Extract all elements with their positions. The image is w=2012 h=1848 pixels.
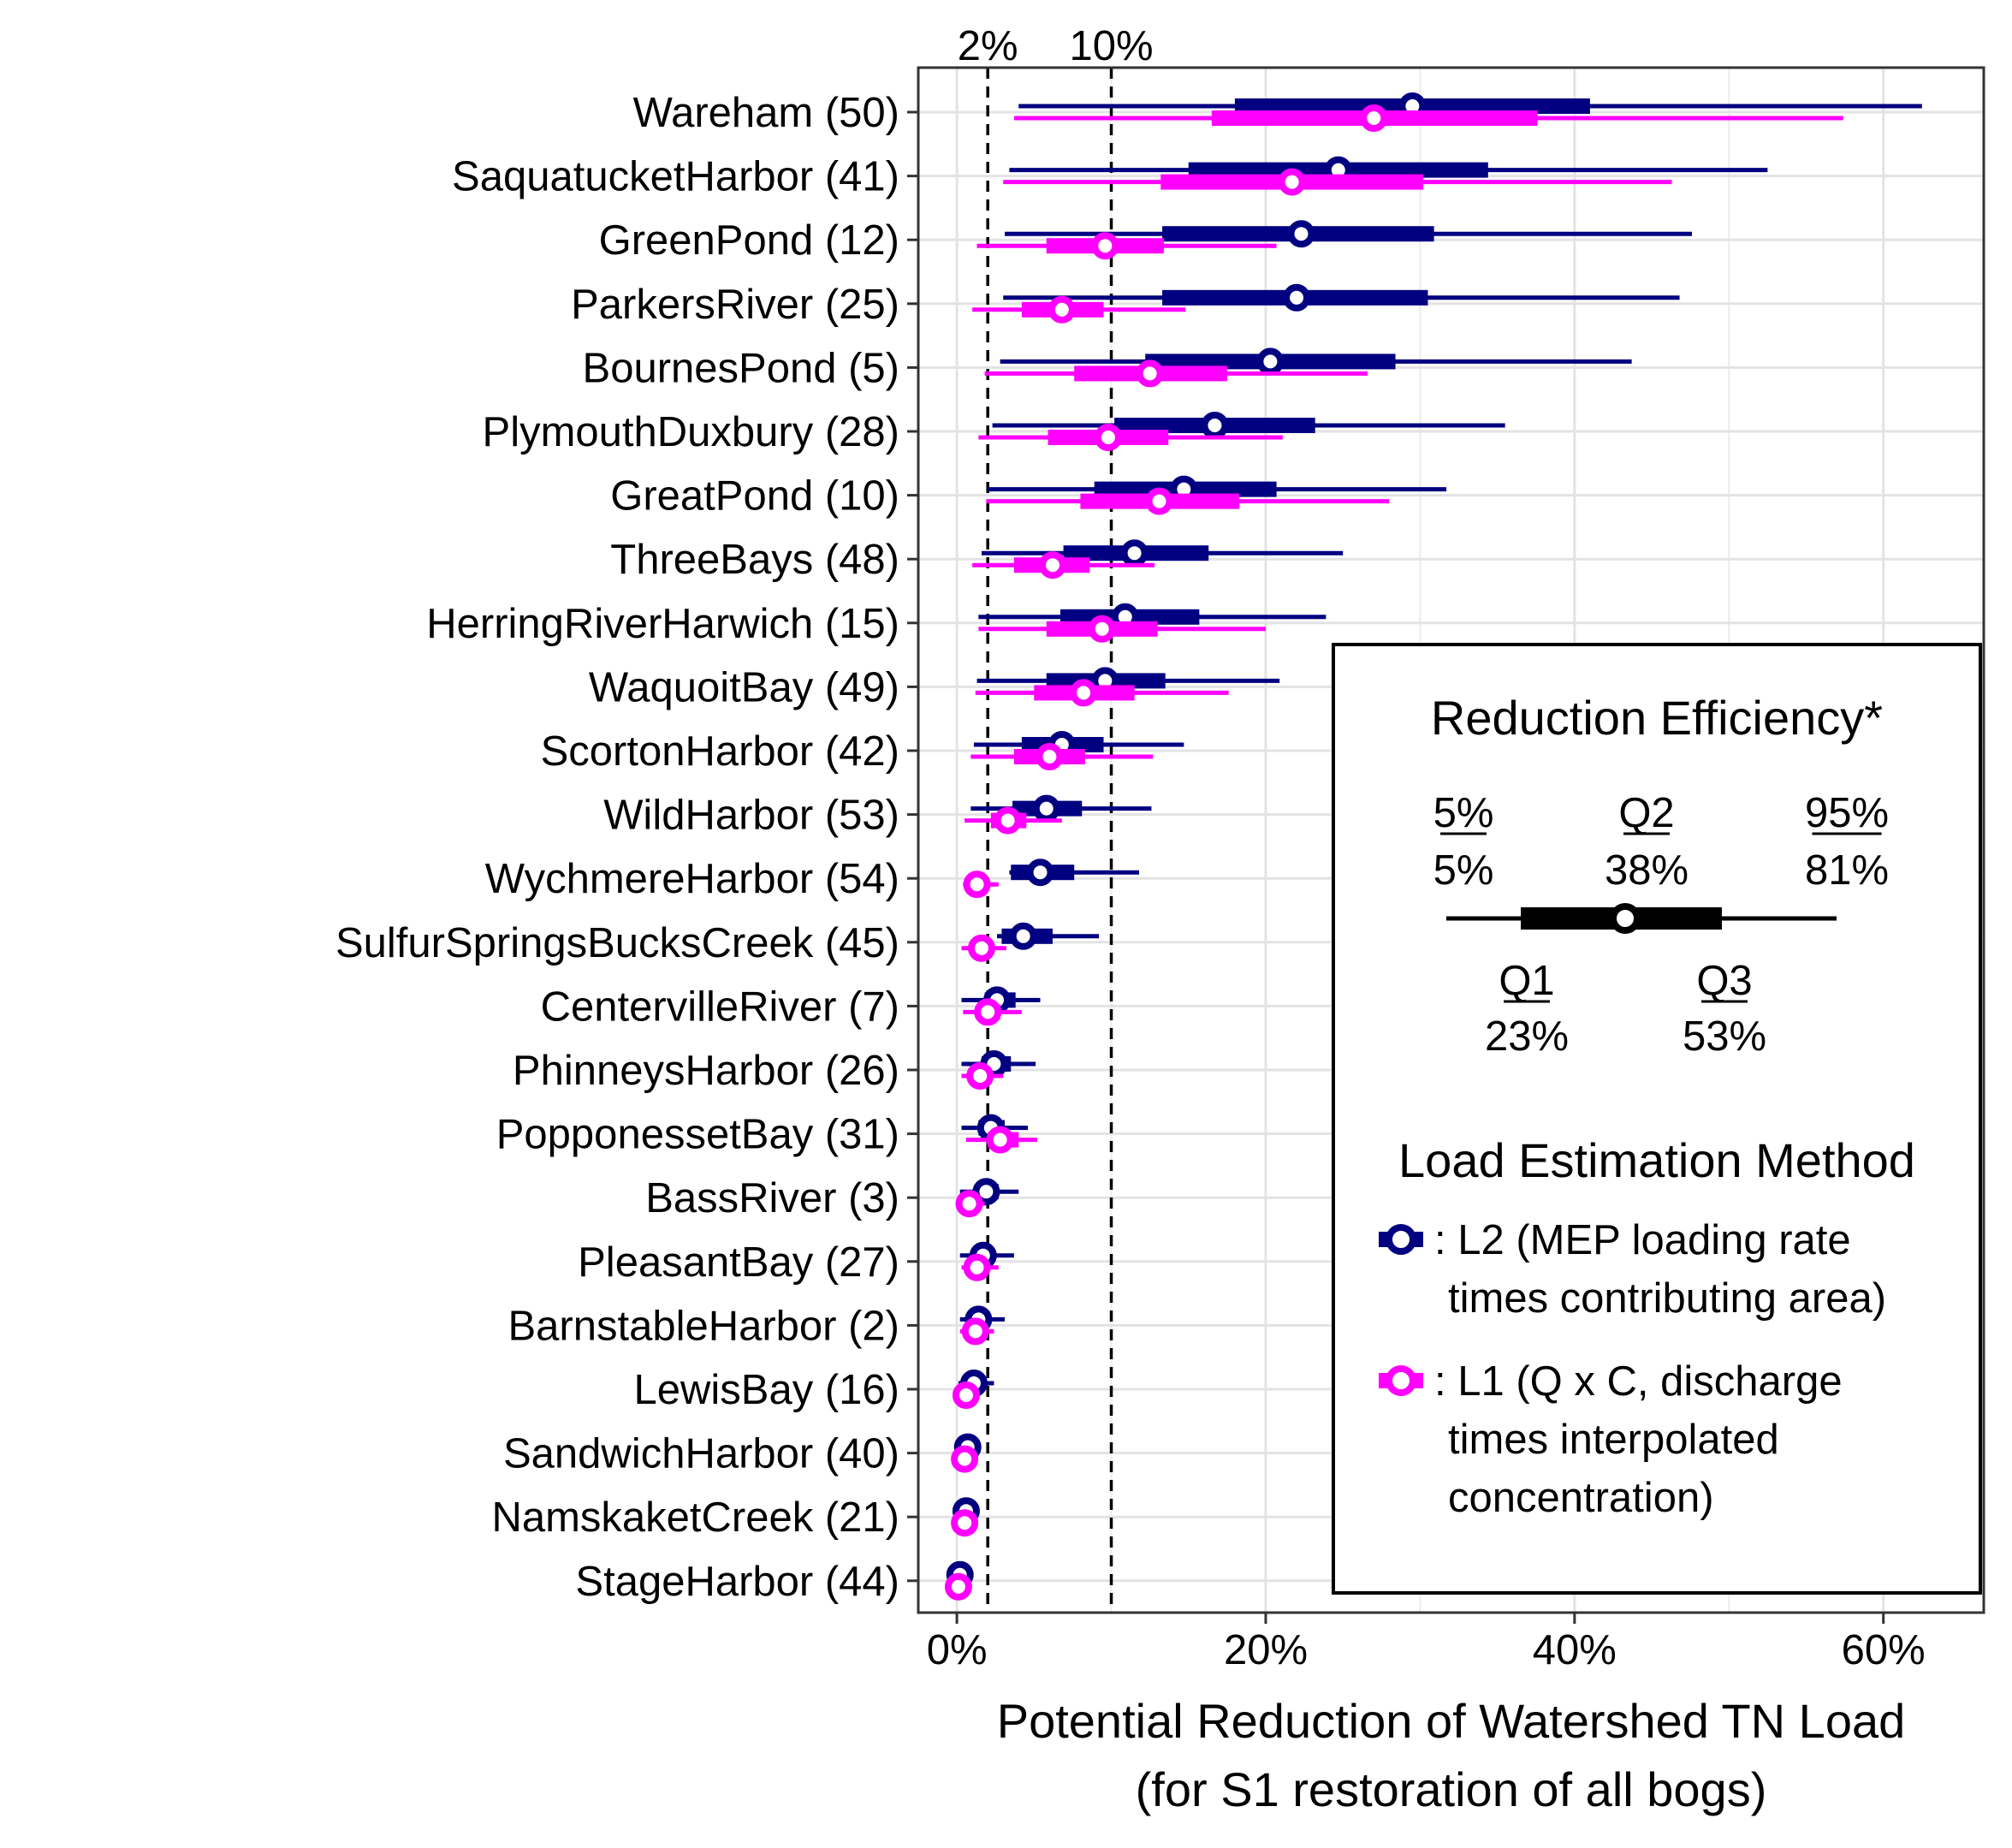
- method-key-label: : L1 (Q x C, discharge: [1434, 1358, 1843, 1405]
- median-point: [986, 1126, 1014, 1154]
- method-key-point: [1386, 1224, 1416, 1255]
- category-label: SandwichHarbor (40): [503, 1431, 899, 1477]
- method-key-label: : L2 (MEP loading rate: [1434, 1217, 1851, 1263]
- median-point: [1120, 539, 1148, 567]
- x-tick-label: 40%: [1533, 1627, 1617, 1673]
- median-point: [1201, 412, 1229, 439]
- median-point: [1287, 220, 1315, 248]
- category-label: StageHarbor (44): [575, 1559, 899, 1605]
- category-label: PhinneysHarbor (26): [513, 1048, 899, 1094]
- category-label: WildHarbor (53): [603, 793, 899, 839]
- category-label: BournesPond (5): [583, 345, 899, 391]
- x-tick-label: 0%: [927, 1627, 988, 1673]
- efficiency-key-label: 5%: [1433, 790, 1494, 836]
- category-label: GreatPond (10): [610, 473, 899, 520]
- efficiency-key-value: 5%: [1433, 847, 1494, 894]
- category-label: WaquoitBay (49): [589, 664, 899, 710]
- median-point: [994, 806, 1022, 835]
- efficiency-legend-title: Reduction Efficiency*: [1431, 691, 1883, 745]
- median-point: [1038, 551, 1066, 579]
- method-key-label: times contributing area): [1448, 1275, 1886, 1322]
- category-label: PleasantBay (27): [578, 1239, 899, 1286]
- category-label: ParkersRiver (25): [571, 282, 899, 328]
- reference-line-label: 2%: [958, 23, 1018, 69]
- category-label: SulfurSpringsBucksCreek (45): [335, 920, 899, 966]
- legend-box: [1332, 643, 1982, 1595]
- x-axis-title: (for S1 restoration of all bogs): [1136, 1762, 1767, 1816]
- median-point: [1094, 424, 1122, 451]
- category-label: LewisBay (16): [634, 1367, 899, 1413]
- efficiency-key-value: 81%: [1805, 847, 1889, 894]
- median-point: [1145, 487, 1173, 515]
- median-point: [1026, 859, 1054, 887]
- median-point: [966, 1062, 994, 1090]
- category-label: CentervilleRiver (7): [541, 983, 899, 1030]
- median-point: [944, 1572, 972, 1601]
- category-label: ThreeBays (48): [610, 537, 899, 583]
- median-point: [1278, 168, 1306, 196]
- median-point: [955, 1190, 983, 1218]
- legend-example-median: [1610, 903, 1641, 934]
- method-key-point: [1386, 1365, 1416, 1396]
- median-point: [1070, 679, 1098, 707]
- efficiency-key-value: 23%: [1485, 1013, 1569, 1060]
- category-label: ScortonHarbor (42): [541, 728, 899, 775]
- median-point: [1256, 348, 1285, 376]
- median-point: [1283, 283, 1311, 312]
- reference-line-label: 10%: [1070, 23, 1154, 69]
- median-point: [1136, 359, 1164, 388]
- category-label: Wareham (50): [633, 90, 899, 136]
- category-label: BassRiver (3): [645, 1175, 899, 1221]
- category-label: PopponessetBay (31): [496, 1112, 899, 1158]
- method-key-label: times interpolated: [1448, 1417, 1779, 1463]
- median-point: [961, 1317, 989, 1346]
- efficiency-key-label: Q3: [1696, 958, 1752, 1004]
- legend: Reduction Efficiency* 5% 5% Q2 38% 95% 81% Q1 23…: [1332, 643, 1982, 1595]
- category-label: NamskaketCreek (21): [491, 1494, 899, 1541]
- x-tick-label: 20%: [1224, 1627, 1308, 1673]
- method-legend-title: Load Estimation Method: [1398, 1133, 1915, 1187]
- method-key-label: concentration): [1448, 1475, 1714, 1521]
- category-label: PlymouthDuxbury (28): [483, 409, 899, 455]
- median-point: [952, 1382, 980, 1409]
- median-point: [951, 1509, 979, 1537]
- efficiency-key-value: 38%: [1605, 847, 1689, 894]
- efficiency-key-value: 53%: [1683, 1013, 1766, 1060]
- category-label: SaquatucketHarbor (41): [452, 154, 899, 200]
- median-point: [1009, 922, 1037, 950]
- median-point: [967, 934, 995, 962]
- median-point: [951, 1445, 979, 1473]
- median-point: [1036, 743, 1064, 770]
- category-label: HerringRiverHarwich (15): [426, 601, 899, 647]
- median-point: [1088, 615, 1116, 643]
- median-point: [963, 1253, 991, 1281]
- median-point: [1048, 295, 1076, 324]
- efficiency-key-label: Q2: [1618, 790, 1674, 836]
- median-point: [1091, 232, 1119, 260]
- median-point: [1360, 104, 1388, 132]
- category-label: WychmereHarbor (54): [485, 856, 899, 902]
- efficiency-key-label: 95%: [1805, 790, 1889, 836]
- category-label: BarnstableHarbor (2): [507, 1303, 899, 1349]
- x-axis-title: Potential Reduction of Watershed TN Load: [997, 1694, 1906, 1748]
- plot-border: [917, 66, 1985, 1614]
- median-point: [1032, 794, 1060, 823]
- efficiency-key-label: Q1: [1499, 958, 1554, 1004]
- x-tick-label: 60%: [1842, 1627, 1926, 1673]
- median-point: [963, 871, 991, 899]
- median-point: [974, 998, 1002, 1026]
- category-label: GreenPond (12): [599, 217, 899, 264]
